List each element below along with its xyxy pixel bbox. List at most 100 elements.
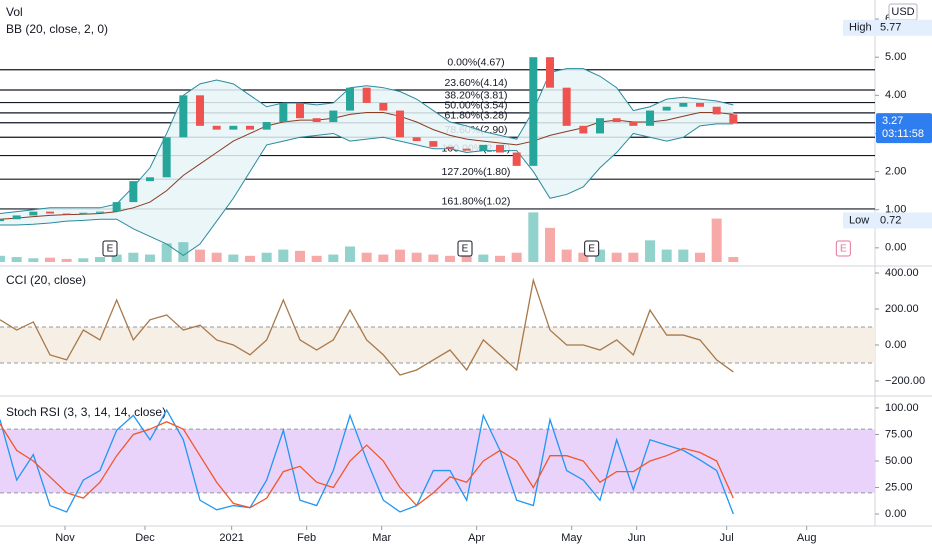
indicator-line: [0, 421, 734, 509]
y-tick-label: 25.00: [885, 481, 913, 493]
candle-body: [96, 211, 104, 213]
y-tick-label: 75.00: [885, 428, 913, 440]
high-label: High: [849, 22, 872, 34]
volume-bar: [11, 257, 22, 262]
y-tick-label: 100.00: [885, 402, 919, 414]
fib-label: 161.80%(1.02): [442, 196, 511, 208]
band-fill: [0, 429, 875, 493]
candle-body: [446, 146, 454, 149]
candle-body: [679, 102, 688, 107]
earnings-label: E: [107, 244, 114, 255]
volume-bar: [445, 255, 455, 262]
candle-body: [429, 141, 438, 147]
indicator-subtitle: BB (20, close, 2, 0): [6, 22, 108, 36]
bollinger-basis: [0, 111, 734, 220]
candle-body: [212, 125, 221, 130]
candle-body: [362, 87, 371, 103]
volume-bar: [145, 254, 155, 262]
candle-body: [129, 181, 138, 203]
candle-body: [396, 110, 404, 138]
x-tick-label: Jul: [720, 532, 734, 544]
candle-body: [0, 219, 4, 222]
earnings-label: E: [462, 244, 469, 255]
low-value: 0.72: [880, 214, 901, 226]
y-tick-label: 5.00: [885, 51, 906, 63]
candle-body: [296, 102, 304, 119]
earnings-marker: [835, 240, 851, 257]
y-tick-label: 6: [885, 13, 891, 25]
indicator-title: CCI (20, close): [6, 273, 86, 287]
volume-bar: [678, 249, 689, 262]
y-tick-label: 4.00: [885, 89, 906, 101]
fib-label: 0.00%(4.67): [447, 57, 504, 69]
bollinger-lower: [0, 123, 734, 257]
candle-body: [29, 211, 38, 216]
countdown: 03:11:58: [882, 128, 924, 140]
volume-bar: [128, 252, 139, 262]
x-tick-label: Jun: [628, 532, 646, 544]
candle-body: [112, 202, 121, 212]
earnings-label: E: [588, 244, 595, 255]
volume-bar: [528, 212, 539, 262]
earnings-label: E: [840, 244, 847, 255]
y-tick-label: −200.00: [885, 375, 925, 387]
volume-bar: [278, 249, 289, 262]
indicator-line: [0, 277, 734, 376]
fib-label: 127.20%(1.80): [442, 166, 511, 178]
last-price-badge: [876, 113, 932, 144]
candle-body: [462, 148, 471, 151]
volume-bar: [728, 257, 739, 262]
y-tick-label: 0.00: [885, 508, 906, 520]
last-price: 3.27: [882, 115, 903, 127]
volume-bar: [395, 249, 405, 262]
volume-bar: [661, 249, 672, 262]
candle-body: [179, 95, 188, 138]
earnings-marker: [457, 240, 473, 257]
volume-bar: [611, 252, 622, 262]
fib-label: 61.80%(3.28): [444, 110, 507, 122]
volume-bar: [311, 255, 322, 262]
volume-bar: [578, 252, 589, 262]
candle-body: [596, 118, 604, 134]
low-badge: [843, 212, 932, 229]
candle-body: [712, 106, 721, 115]
candle-body: [512, 152, 521, 166]
fib-label: 23.60%(4.14): [444, 77, 507, 89]
candle-body: [262, 122, 271, 130]
candle-body: [162, 137, 171, 178]
volume-bar: [545, 227, 555, 262]
volume-bar: [28, 258, 39, 262]
indicator-line: [0, 408, 734, 515]
volume-bar: [428, 254, 439, 262]
volume-bar: [295, 250, 305, 262]
volume-bar: [711, 218, 722, 262]
volume-bar: [228, 254, 239, 262]
candle-body: [412, 137, 421, 142]
candle-body: [229, 125, 238, 130]
candle-body: [329, 110, 338, 123]
x-tick-label: Dec: [135, 532, 155, 544]
x-tick-label: 2021: [219, 532, 243, 544]
high-value: 5.77: [880, 22, 901, 34]
volume-bar: [111, 254, 122, 262]
x-tick-label: Aug: [797, 532, 817, 544]
volume-bar: [695, 252, 705, 262]
volume-bar: [261, 252, 272, 262]
indicator-title: Stoch RSI (3, 3, 14, 14, close): [6, 405, 166, 419]
earnings-marker: [102, 240, 118, 257]
volume-bar: [45, 257, 55, 262]
volume-bar: [61, 258, 72, 262]
candle-body: [646, 110, 654, 126]
y-tick-label: 400.00: [885, 267, 919, 279]
volume-bar: [511, 252, 522, 262]
indicator-title: Vol: [6, 5, 23, 19]
bollinger-upper: [0, 68, 734, 215]
earnings-marker: [584, 240, 600, 257]
candle-body: [496, 144, 504, 153]
candle-body: [529, 57, 538, 166]
x-tick-label: Nov: [55, 532, 75, 544]
volume-bar: [411, 252, 422, 262]
volume-bar: [628, 252, 639, 262]
volume-bar: [95, 257, 105, 262]
